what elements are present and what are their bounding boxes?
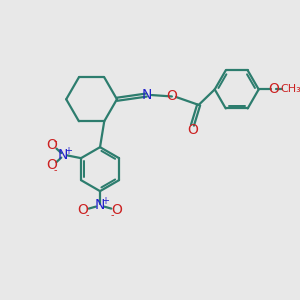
Text: O: O [46, 158, 57, 172]
Text: N: N [58, 148, 68, 162]
Text: -: - [111, 210, 114, 220]
Text: -: - [54, 136, 57, 146]
Text: -: - [86, 210, 89, 220]
Text: O: O [112, 203, 122, 217]
Text: O: O [167, 89, 177, 103]
Text: N: N [95, 198, 105, 212]
Text: N: N [141, 88, 152, 102]
Text: O: O [78, 203, 88, 217]
Text: O: O [187, 123, 198, 137]
Text: O: O [46, 139, 57, 152]
Text: +: + [64, 146, 72, 156]
Text: CH₃: CH₃ [280, 84, 300, 94]
Text: +: + [100, 196, 109, 206]
Text: O: O [268, 82, 279, 96]
Text: -: - [54, 165, 57, 175]
